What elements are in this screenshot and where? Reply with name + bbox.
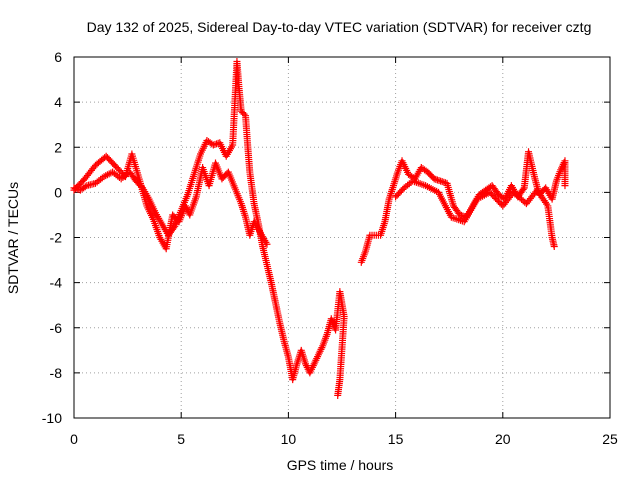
y-axis-label: SDTVAR / TECUs	[5, 182, 21, 294]
x-tick-label: 20	[495, 431, 511, 447]
x-axis: 0 5 10 15 20 25	[70, 57, 618, 447]
y-tick-label: 0	[54, 184, 62, 200]
x-tick-label: 15	[388, 431, 404, 447]
data-point	[550, 243, 558, 251]
data-point	[561, 182, 569, 190]
chart-title: Day 132 of 2025, Sidereal Day-to-day VTE…	[87, 19, 592, 35]
x-tick-label: 25	[602, 431, 618, 447]
y-tick-label: 2	[54, 139, 62, 155]
data-point	[334, 391, 342, 399]
x-tick-label: 0	[70, 431, 78, 447]
data-point	[240, 110, 248, 118]
y-tick-label: -10	[42, 410, 62, 426]
data-points	[70, 58, 569, 399]
y-tick-label: 6	[54, 49, 62, 65]
y-tick-label: 4	[54, 94, 62, 110]
data-point	[81, 183, 89, 191]
x-tick-label: 10	[281, 431, 297, 447]
data-point	[263, 240, 271, 248]
y-tick-label: -4	[50, 275, 63, 291]
x-axis-label: GPS time / hours	[287, 457, 394, 473]
y-tick-label: -6	[50, 320, 63, 336]
y-tick-label: -8	[50, 365, 63, 381]
y-tick-label: -2	[50, 230, 63, 246]
data-point	[519, 185, 527, 193]
y-axis: -10 -8 -6 -4 -2 0 2 4 6	[42, 49, 610, 426]
x-tick-label: 5	[177, 431, 185, 447]
